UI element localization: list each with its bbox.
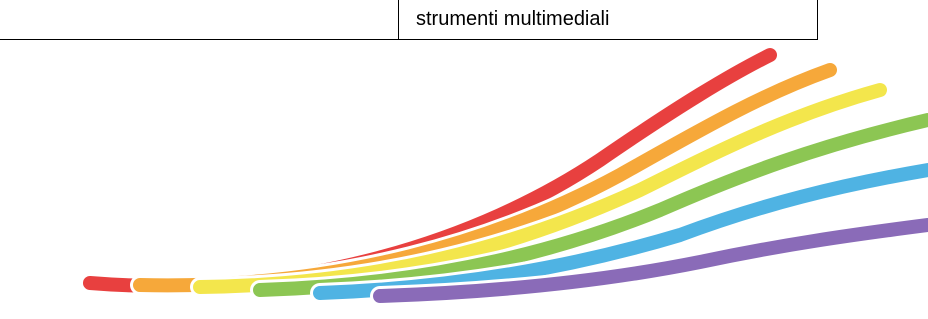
rainbow-swoosh bbox=[0, 0, 928, 319]
table-cell: strumenti multimediali bbox=[398, 0, 818, 40]
table-rule bbox=[0, 39, 398, 40]
page: strumenti multimediali (() => { const da… bbox=[0, 0, 928, 319]
